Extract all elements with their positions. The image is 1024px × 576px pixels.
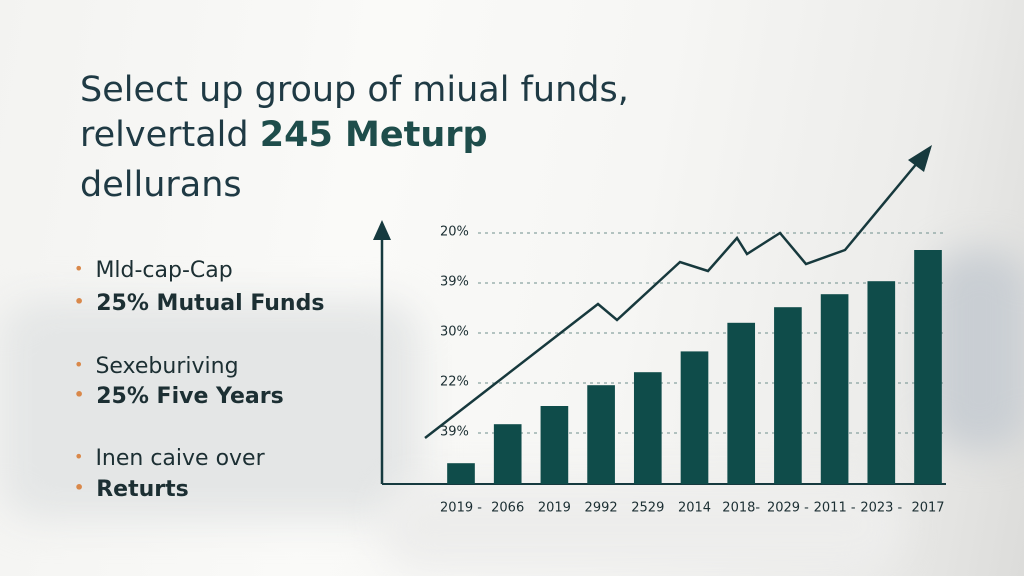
bar bbox=[867, 281, 896, 484]
grid-label: 39% bbox=[440, 275, 469, 290]
grid-label: 20% bbox=[440, 225, 469, 240]
bar bbox=[820, 294, 849, 484]
x-tick-label: 2029 - bbox=[767, 501, 809, 516]
x-tick-label: 2011 - bbox=[814, 501, 856, 516]
headline-text: relvertald bbox=[80, 115, 249, 155]
bar bbox=[914, 250, 942, 484]
x-tick-label: 2992 bbox=[585, 501, 618, 516]
headline-highlight: 245 Meturp bbox=[259, 115, 488, 155]
headline: Select up group of miual funds, bbox=[80, 70, 629, 110]
background-person bbox=[930, 250, 1024, 450]
bullet: Sexeburiving bbox=[74, 354, 238, 379]
grid-label: 39% bbox=[440, 425, 469, 440]
bar bbox=[540, 406, 569, 484]
bar bbox=[774, 307, 802, 484]
bullet: Inen caive over bbox=[74, 446, 264, 471]
grid-label: 22% bbox=[440, 375, 469, 390]
bullet: Mld-cap-Cap bbox=[74, 258, 232, 283]
bullet: Returts bbox=[74, 477, 189, 502]
headline: dellurans bbox=[80, 165, 242, 205]
bar bbox=[587, 385, 615, 484]
x-tick-label: 2529 bbox=[631, 501, 664, 516]
bar bbox=[727, 322, 756, 484]
trend-arrowhead bbox=[908, 145, 932, 172]
x-tick-label: 2014 bbox=[678, 501, 711, 516]
bar bbox=[633, 372, 662, 484]
background-paper bbox=[380, 480, 900, 570]
trend-arrow bbox=[424, 161, 919, 439]
bullet: 25% Five Years bbox=[74, 384, 283, 409]
bar bbox=[493, 424, 522, 484]
x-tick-label: 2019 bbox=[538, 501, 571, 516]
x-tick-label: 2023 - bbox=[860, 501, 902, 516]
headline: relvertald 245 Meturp bbox=[80, 115, 488, 155]
background-laptop bbox=[0, 300, 420, 520]
x-tick-label: 2019 - bbox=[440, 501, 482, 516]
x-tick-label: 2017 bbox=[911, 501, 944, 516]
x-tick-label: 2066 bbox=[491, 501, 524, 516]
axis-arrow bbox=[373, 220, 391, 240]
bar bbox=[447, 463, 475, 484]
grid-label: 30% bbox=[440, 325, 469, 340]
bar bbox=[680, 351, 709, 484]
x-tick-label: 2018- bbox=[722, 501, 760, 516]
bullet: 25% Mutual Funds bbox=[74, 291, 324, 316]
